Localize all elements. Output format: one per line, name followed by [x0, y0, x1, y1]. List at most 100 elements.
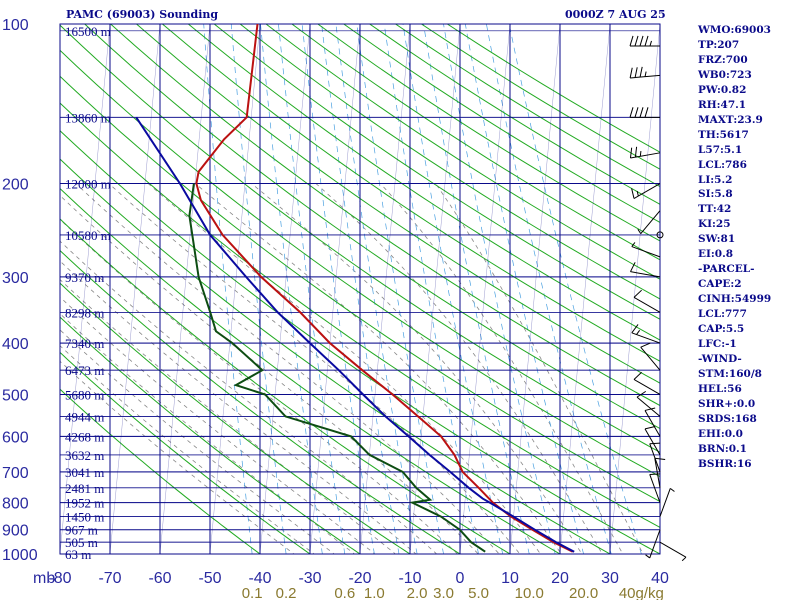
mixing-ratio-line	[203, 24, 253, 554]
wind-barb-staff	[649, 474, 661, 503]
index-item: EHI:0.0	[698, 427, 743, 440]
wind-barb-feather	[639, 107, 644, 118]
index-item: -WIND-	[698, 352, 742, 365]
skewed-isotherm	[259, 24, 311, 554]
pressure-tick-label: 800	[2, 496, 29, 513]
wind-barb-staff	[630, 152, 661, 159]
skewed-isotherm	[159, 24, 211, 554]
temperature-tick-label: 40	[651, 570, 669, 587]
wind-barb	[631, 242, 661, 258]
wind-barb-staff	[630, 74, 661, 79]
index-item: SW:81	[698, 233, 736, 246]
wind-barb	[654, 457, 666, 488]
mixing-ratio-label: 20.0	[569, 585, 598, 600]
height-tick-label: 5680 m	[65, 387, 104, 402]
index-item: LI:5.2	[698, 173, 733, 186]
wind-barb-feather	[631, 188, 635, 199]
skewed-isotherm	[409, 24, 461, 554]
wind-barb-staff	[633, 183, 661, 199]
wind-barb-half-feather	[669, 488, 675, 492]
index-item: HEL:56	[698, 382, 742, 395]
mixing-ratio-line	[260, 24, 323, 554]
index-item: KI:25	[698, 218, 731, 231]
temperature-tick-label: -80	[48, 570, 71, 587]
dry-adiabat-line	[60, 351, 311, 554]
wind-barb-staff	[640, 210, 661, 234]
wind-barb-feather	[644, 425, 656, 430]
dry-adiabat-line	[60, 75, 660, 503]
dry-adiabat-line	[60, 388, 261, 554]
moist-adiabat-line	[108, 183, 521, 554]
wind-barb-half-feather	[645, 554, 651, 559]
index-item: CAPE:2	[698, 278, 742, 291]
mixing-ratio-line	[356, 24, 444, 554]
mixing-ratio-label: 40g/kg	[619, 585, 664, 600]
temperature-tick-label: -70	[98, 570, 121, 587]
wind-barb-feather	[630, 262, 636, 272]
wind-barb-feather	[639, 66, 643, 78]
height-tick-label: 505 m	[65, 535, 98, 550]
height-tick-label: 8298 m	[65, 305, 104, 320]
temperature-tick-label: 0	[456, 570, 465, 587]
wind-barb	[636, 390, 661, 417]
wind-barb	[630, 262, 661, 278]
moist-adiabat-line	[60, 313, 356, 554]
mixing-ratio-line	[423, 24, 530, 554]
height-tick-label: 1450 m	[65, 510, 104, 525]
wind-barb	[659, 488, 675, 517]
skewed-isotherm	[359, 24, 411, 554]
moist-adiabat-line	[380, 183, 624, 554]
wind-barb-staff	[633, 296, 661, 313]
dry-adiabat-line	[187, 24, 660, 341]
wind-barb-feather	[654, 457, 666, 460]
height-tick-label: 4268 m	[65, 429, 104, 444]
wind-barb-feather	[634, 35, 639, 47]
mixing-ratio-label: 3.0	[433, 585, 454, 600]
wind-barbs	[629, 35, 687, 562]
temperature-tick-label: -50	[198, 570, 221, 587]
wind-barb-feather	[629, 67, 633, 79]
pressure-tick-label: 1000	[2, 547, 38, 564]
mixing-ratio-label: 5.0	[468, 585, 489, 600]
index-item: FRZ:700	[698, 53, 748, 66]
pressure-tick-label: 500	[2, 387, 29, 404]
moist-adiabat-line	[75, 183, 500, 554]
index-item: SHR+:0.0	[698, 397, 756, 410]
height-tick-label: 7340 m	[65, 336, 104, 351]
moist-adiabat-line	[60, 296, 376, 554]
temperature-tick-label: 30	[601, 570, 619, 587]
pressure-tick-label: 400	[2, 336, 29, 353]
mixing-ratio-label: 2.0	[407, 585, 428, 600]
skewed-isotherm	[309, 24, 361, 554]
height-tick-label: 4944 m	[65, 409, 104, 424]
wind-barb-half-feather	[649, 40, 652, 47]
wind-barb	[637, 210, 661, 234]
mixing-ratio-line	[443, 24, 556, 554]
dry-adiabat-line	[60, 282, 411, 554]
temperature-tick-label: 20	[551, 570, 569, 587]
pressure-axis-unit: mb	[33, 570, 55, 587]
height-tick-label: 1952 m	[65, 496, 104, 511]
dry-adiabat-line	[84, 24, 660, 430]
stability-indices-list: WMO:69003 TP:207 FRZ:700 WB0:723 PW:0.82 RH:4…	[698, 23, 771, 472]
mixing-ratio-line	[230, 24, 287, 554]
height-tick-label: 10580 m	[65, 228, 111, 243]
wind-barb-staff	[659, 541, 687, 558]
mixing-ratio-line	[402, 24, 504, 554]
mixing-ratio-line	[278, 24, 346, 554]
wind-barb	[629, 66, 661, 79]
wind-barb	[659, 541, 687, 562]
temperature-tick-label: -10	[398, 570, 421, 587]
index-item: CAP:5.5	[698, 323, 745, 336]
pressure-tick-label: 300	[2, 270, 29, 287]
temperature-tick-label: 10	[501, 570, 519, 587]
height-tick-label: 3041 m	[65, 465, 104, 480]
height-tick-label: 63 m	[65, 547, 91, 562]
moist-adiabat-line	[435, 183, 644, 554]
dewpoint-profile-line	[188, 183, 486, 553]
wind-barb	[633, 289, 661, 313]
wind-barb-staff	[654, 458, 661, 488]
wind-barb-staff	[631, 246, 661, 258]
moist-adiabat-line	[194, 183, 562, 554]
